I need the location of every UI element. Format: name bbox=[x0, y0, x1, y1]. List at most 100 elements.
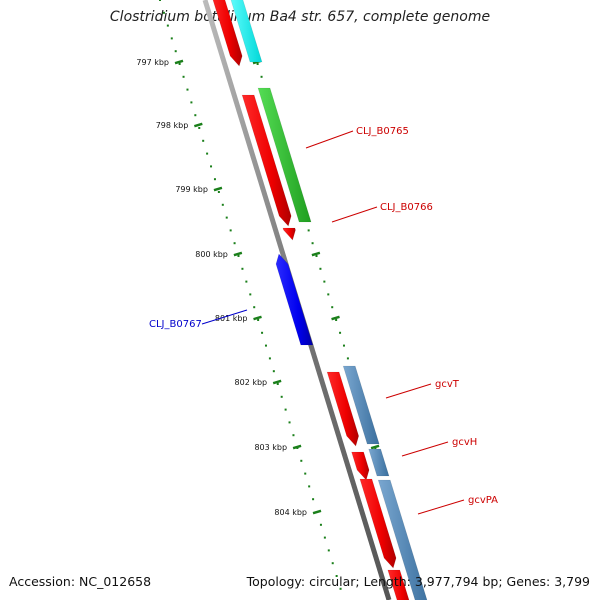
outer-tick-dot bbox=[256, 63, 259, 65]
gene-label-gcvt[interactable]: gcvT bbox=[435, 379, 460, 390]
inner-tick-dot bbox=[276, 383, 279, 385]
inner-tick-major-tick bbox=[174, 59, 184, 65]
inner-tick-dot bbox=[292, 434, 295, 437]
outer-tick-dot bbox=[331, 306, 334, 309]
tick-label: 802 kbp bbox=[235, 378, 268, 387]
callout-line-clj-b0765 bbox=[305, 130, 354, 149]
inner-tick-dot bbox=[319, 523, 322, 526]
inner-tick-dot bbox=[170, 37, 173, 40]
inner-tick-dot bbox=[194, 114, 197, 117]
gene-gcvt[interactable] bbox=[326, 371, 360, 447]
inner-tick-dot bbox=[327, 549, 330, 552]
inner-tick-dot bbox=[300, 459, 303, 462]
gene-label-callouts: CLJ_B0765 CLJ_B0766 CLJ_B0767 gcvT gcvH … bbox=[149, 126, 498, 515]
inner-tick-dot bbox=[217, 191, 220, 193]
tick-track-inner bbox=[159, 0, 342, 590]
outer-tick-dot bbox=[307, 229, 310, 232]
inner-tick-dot bbox=[264, 344, 267, 347]
outer-tick-dot bbox=[346, 357, 349, 360]
inner-tick-dot bbox=[237, 255, 240, 257]
inner-tick-dot bbox=[221, 203, 224, 206]
inner-tick-major-tick bbox=[312, 509, 322, 515]
gene-gcvh[interactable] bbox=[351, 451, 370, 481]
inner-tick-dot bbox=[312, 498, 315, 501]
gene-gcvpa[interactable] bbox=[359, 478, 397, 569]
cog-gcvpa[interactable] bbox=[377, 479, 430, 600]
gene-clj-b0766[interactable] bbox=[282, 227, 296, 241]
inner-tick-dot bbox=[202, 139, 205, 142]
gene-label-clj-b0765[interactable]: CLJ_B0765 bbox=[356, 126, 409, 137]
cog-clj-b0765[interactable] bbox=[257, 87, 312, 223]
outer-tick-major-tick bbox=[331, 315, 340, 321]
outer-tick-dot bbox=[335, 319, 338, 321]
gene-cyan-top[interactable] bbox=[228, 0, 263, 63]
inner-tick-dot bbox=[233, 242, 236, 245]
inner-tick-dot bbox=[272, 370, 275, 373]
inner-tick-dot bbox=[206, 152, 209, 155]
inner-tick-dot bbox=[178, 63, 181, 65]
inner-tick-dot bbox=[323, 536, 326, 539]
gene-label-clj-b0767[interactable]: CLJ_B0767 bbox=[149, 319, 202, 330]
outer-tick-dot bbox=[315, 255, 318, 257]
inner-tick-dot bbox=[174, 50, 177, 53]
inner-tick-dot bbox=[331, 562, 334, 565]
tick-labels: 797 kbp 798 kbp 799 kbp 800 kbp 801 kbp 802 k… bbox=[136, 58, 307, 517]
genome-summary-text: Topology: circular; Length: 3,977,794 bp… bbox=[246, 574, 590, 589]
callout-line-gcvh bbox=[401, 441, 449, 457]
inner-tick-dot bbox=[166, 24, 169, 27]
map-title: Clostridium botulinum Ba4 str. 657, comp… bbox=[109, 9, 491, 25]
inner-tick-dot bbox=[261, 331, 264, 334]
inner-tick-major-tick bbox=[292, 444, 302, 450]
inner-tick-dot bbox=[245, 280, 248, 283]
inner-tick-dot bbox=[339, 587, 342, 590]
inner-tick-dot bbox=[162, 11, 165, 14]
gene-clj-b0767[interactable] bbox=[275, 253, 314, 346]
gene-label-gcvpa[interactable]: gcvPA bbox=[468, 495, 498, 506]
inner-tick-dot bbox=[257, 319, 260, 321]
inner-tick-major-tick bbox=[233, 251, 243, 257]
inner-tick-dot bbox=[253, 306, 256, 309]
inner-tick-dot bbox=[229, 229, 232, 232]
gene-label-clj-b0766[interactable]: CLJ_B0766 bbox=[380, 202, 433, 213]
inner-tick-dot bbox=[198, 127, 201, 129]
inner-tick-dot bbox=[249, 293, 252, 296]
tick-label: 799 kbp bbox=[175, 185, 208, 194]
gene-red-top[interactable] bbox=[210, 0, 243, 67]
outer-tick-dot bbox=[319, 267, 322, 270]
inner-tick-dot bbox=[308, 485, 311, 488]
inner-tick-dot bbox=[190, 101, 193, 104]
inner-tick-dot bbox=[186, 88, 189, 91]
inner-tick-major-tick bbox=[213, 186, 223, 192]
inner-tick-dot bbox=[280, 395, 283, 398]
inner-tick-dot bbox=[284, 408, 287, 411]
tick-label: 801 kbp bbox=[215, 314, 248, 323]
callout-line-gcvt bbox=[385, 383, 432, 399]
inner-tick-dot bbox=[213, 178, 216, 181]
inner-tick-dot bbox=[159, 0, 161, 1]
cog-gcvt[interactable] bbox=[342, 365, 380, 445]
outer-tick-dot bbox=[327, 293, 330, 296]
inner-tick-major-tick bbox=[272, 379, 282, 385]
inner-tick-dot bbox=[268, 357, 271, 360]
tick-label: 804 kbp bbox=[274, 508, 307, 517]
inner-tick-dot bbox=[182, 75, 185, 78]
inner-tick-dot bbox=[225, 216, 228, 219]
inner-tick-dot bbox=[210, 165, 213, 168]
tick-label: 797 kbp bbox=[136, 58, 169, 67]
inner-tick-dot bbox=[241, 267, 244, 270]
gene-clj-b0765[interactable] bbox=[241, 94, 292, 227]
outer-tick-dot bbox=[339, 331, 342, 334]
tick-label: 800 kbp bbox=[195, 250, 228, 259]
outer-tick-major-tick bbox=[370, 444, 380, 450]
gene-features bbox=[210, 0, 430, 600]
tick-label: 803 kbp bbox=[254, 443, 287, 452]
inner-tick-dot bbox=[304, 472, 307, 475]
cog-gcvh[interactable] bbox=[368, 448, 390, 477]
callout-line-gcvpa bbox=[417, 499, 465, 515]
gene-label-gcvh[interactable]: gcvH bbox=[452, 437, 477, 448]
gene-red-bottom[interactable] bbox=[387, 569, 412, 600]
accession-text: Accession: NC_012658 bbox=[9, 574, 152, 589]
inner-tick-dot bbox=[288, 421, 291, 424]
